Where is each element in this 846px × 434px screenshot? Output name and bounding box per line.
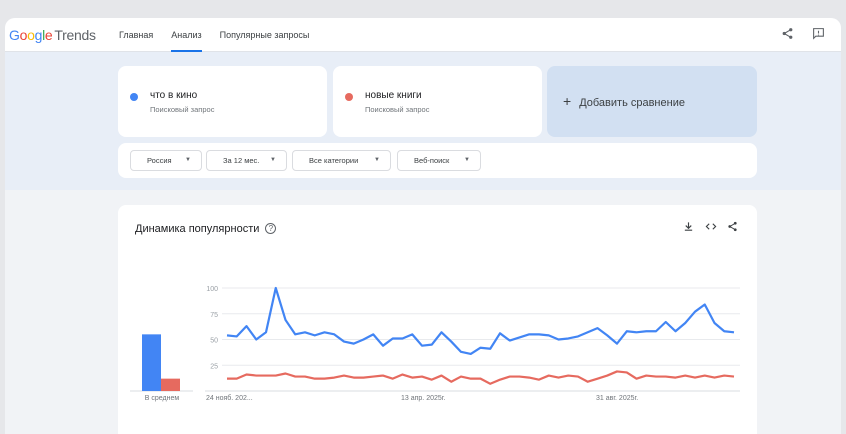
filter-label: Россия [147,156,172,165]
term-name: новые книги [365,90,422,101]
filter-label: Веб-поиск [414,156,450,165]
add-comparison-label: Добавить сравнение [579,97,685,109]
nav-trending[interactable]: Популярные запросы [219,30,310,40]
category-filter[interactable]: Все категории ▼ [292,150,391,171]
term-card-1[interactable]: что в кино Поисковый запрос [118,66,327,137]
series-color-dot [345,93,353,101]
series-color-dot [130,93,138,101]
nav-home[interactable]: Главная [119,30,154,40]
term-type: Поисковый запрос [365,105,430,114]
feedback-icon[interactable] [812,27,825,43]
logo-trends: Trends [54,27,96,43]
dropdown-arrow-icon: ▼ [464,157,470,163]
help-icon[interactable]: ? [265,223,277,234]
term-name: что в кино [150,90,198,101]
dropdown-arrow-icon: ▼ [185,157,191,163]
period-filter[interactable]: За 12 мес. ▼ [206,150,287,171]
embed-icon[interactable] [705,221,717,235]
filters-bar: Россия ▼ За 12 мес. ▼ Все категории ▼ Веб-п… [118,143,757,178]
dropdown-arrow-icon: ▼ [270,157,276,163]
filter-label: Все категории [309,156,359,165]
download-icon[interactable] [683,221,694,235]
add-comparison-button[interactable]: + Добавить сравнение [547,66,757,137]
term-card-2[interactable]: новые книги Поисковый запрос [333,66,542,137]
region-filter[interactable]: Россия ▼ [130,150,202,171]
share-icon[interactable] [727,221,738,235]
top-bar: Google Trends Главная Анализ Популярные з… [5,18,841,52]
dropdown-arrow-icon: ▼ [374,157,380,163]
search-type-filter[interactable]: Веб-поиск ▼ [397,150,481,171]
term-type: Поисковый запрос [150,105,215,114]
interest-over-time-card: Динамика популярности? [118,205,757,434]
card-title-text: Динамика популярности [135,223,260,235]
browser-window: Google Trends Главная Анализ Популярные з… [5,18,841,434]
google-trends-logo[interactable]: Google Trends [9,27,96,43]
card-title: Динамика популярности? [135,223,277,235]
plus-icon: + [563,93,572,109]
nav-explore[interactable]: Анализ [171,18,203,52]
share-icon[interactable] [781,27,794,43]
main-nav: Главная Анализ Популярные запросы [119,18,309,52]
filter-label: За 12 мес. [223,156,260,165]
logo-google: Google [9,27,53,43]
